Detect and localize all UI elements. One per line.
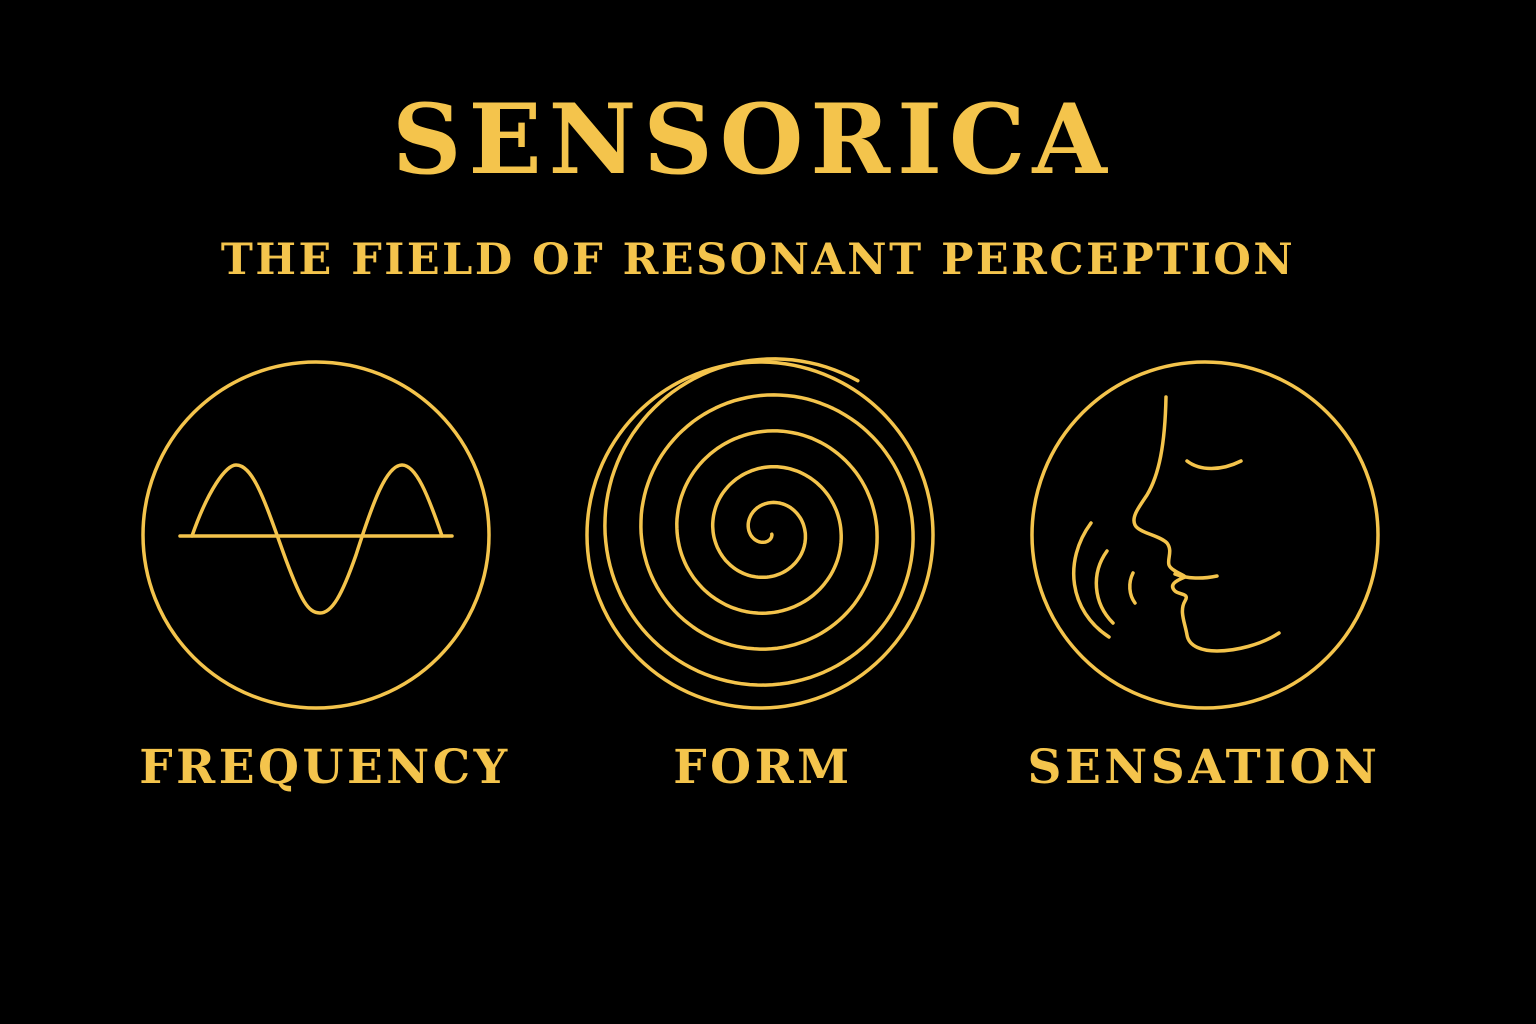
frequency-emblem [136,355,496,715]
sine-wave-icon [141,360,491,710]
page-title: SENSORICA [392,83,1114,196]
label-form: FORM [673,740,853,795]
label-sensation: SENSATION [1027,740,1381,795]
face-profile-sound-icon [1030,360,1380,710]
page-subtitle: THE FIELD OF RESONANT PERCEPTION [220,235,1296,285]
label-frequency: FREQUENCY [139,740,511,795]
sensation-emblem [1025,355,1385,715]
form-emblem [580,355,940,715]
spiral-icon [585,357,935,710]
